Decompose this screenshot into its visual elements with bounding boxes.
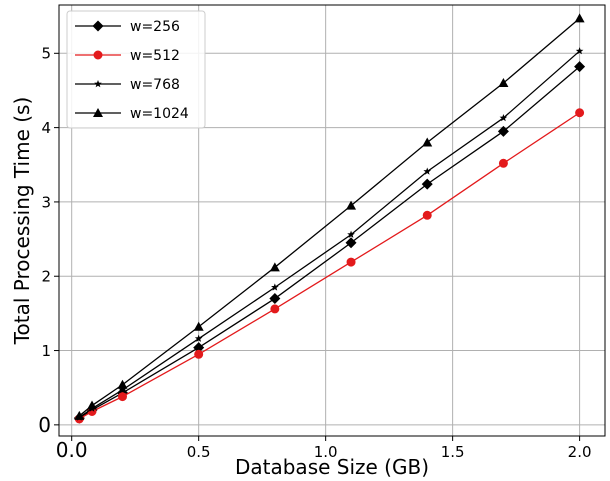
y-tick-label-0: 0 [38, 413, 51, 437]
data-point-w=1024-4 [269, 262, 280, 272]
data-point-w=768-6 [423, 167, 432, 175]
data-point-w=512-3 [194, 349, 204, 359]
x-tick-1: 0.5 [187, 436, 211, 461]
y-tick-label-2: 2 [41, 268, 51, 286]
data-point-w=512-2 [117, 392, 127, 402]
data-point-w=1024-5 [346, 200, 357, 210]
data-point-w=1024-6 [422, 137, 433, 147]
data-point-w=1024-0 [74, 410, 85, 420]
x-tick-3: 1.5 [441, 436, 465, 461]
x-tick-2: 1.0 [314, 436, 338, 461]
legend-marker-1 [93, 50, 103, 60]
data-point-w=1024-3 [193, 321, 204, 331]
x-tick-label-3: 1.5 [441, 443, 465, 461]
y-tick-label-1: 1 [41, 342, 51, 360]
y-tick-4: 4 [41, 119, 59, 137]
series-w=512 [74, 108, 585, 424]
legend-item-3: w=1024 [75, 106, 189, 122]
data-point-w=768-7 [499, 113, 508, 122]
legend-label-1: w=512 [130, 48, 180, 64]
x-tick-4: 2.0 [568, 436, 592, 461]
data-point-w=1024-8 [574, 13, 585, 23]
data-point-w=768-8 [575, 47, 584, 55]
data-point-w=256-7 [497, 125, 509, 137]
x-tick-label-0: 0.0 [56, 438, 88, 462]
data-point-w=256-4 [269, 293, 281, 305]
data-point-w=256-6 [421, 178, 433, 190]
data-point-w=512-7 [498, 158, 508, 168]
x-tick-label-1: 0.5 [187, 443, 211, 461]
y-tick-label-3: 3 [41, 193, 51, 211]
y-tick-2: 2 [41, 268, 59, 286]
y-tick-5: 5 [41, 45, 59, 63]
data-point-w=256-3 [193, 342, 205, 354]
legend-item-1: w=512 [75, 48, 180, 64]
series-line-w=512 [78, 112, 580, 420]
data-point-w=768-2 [118, 385, 127, 394]
y-tick-1: 1 [41, 342, 59, 360]
y-tick-label-5: 5 [41, 45, 51, 63]
data-point-w=1024-1 [87, 400, 98, 410]
data-point-w=768-5 [347, 230, 355, 238]
data-point-w=256-8 [574, 61, 586, 73]
x-tick-label-2: 1.0 [314, 443, 338, 461]
axis-ticks: 0.0 0.5 1.0 1.5 2.0 0 1 2 3 4 5 [38, 45, 591, 462]
x-tick-0: 0.0 [56, 436, 88, 462]
y-tick-label-4: 4 [41, 119, 51, 137]
legend: w=256 w=512 w=768 w=1024 [66, 10, 206, 129]
data-point-w=768-3 [194, 334, 203, 342]
series-w=1024 [74, 13, 585, 420]
legend-marker-3 [93, 108, 103, 117]
data-point-w=768-4 [271, 283, 279, 291]
legend-box [66, 10, 206, 129]
data-point-w=512-5 [346, 257, 356, 267]
data-point-w=1024-2 [117, 379, 128, 389]
legend-label-3: w=1024 [130, 106, 189, 122]
data-point-w=512-6 [422, 210, 432, 220]
plot-frame [58, 4, 606, 437]
y-tick-3: 3 [41, 193, 59, 211]
y-axis-label: Total Processing Time (s) [10, 97, 34, 346]
legend-label-0: w=256 [130, 19, 180, 35]
series-layer [73, 13, 586, 424]
legend-item-0: w=256 [75, 19, 180, 35]
legend-label-2: w=768 [130, 77, 180, 93]
x-axis-label: Database Size (GB) [235, 455, 429, 479]
data-point-w=1024-7 [498, 78, 509, 88]
y-tick-0: 0 [38, 413, 59, 437]
data-point-w=512-4 [270, 304, 280, 314]
legend-item-2: w=768 [75, 77, 180, 93]
legend-marker-0 [92, 20, 104, 32]
data-point-w=256-5 [345, 237, 357, 249]
data-point-w=512-8 [575, 108, 585, 118]
legend-marker-2 [94, 80, 102, 88]
x-tick-label-4: 2.0 [568, 443, 592, 461]
